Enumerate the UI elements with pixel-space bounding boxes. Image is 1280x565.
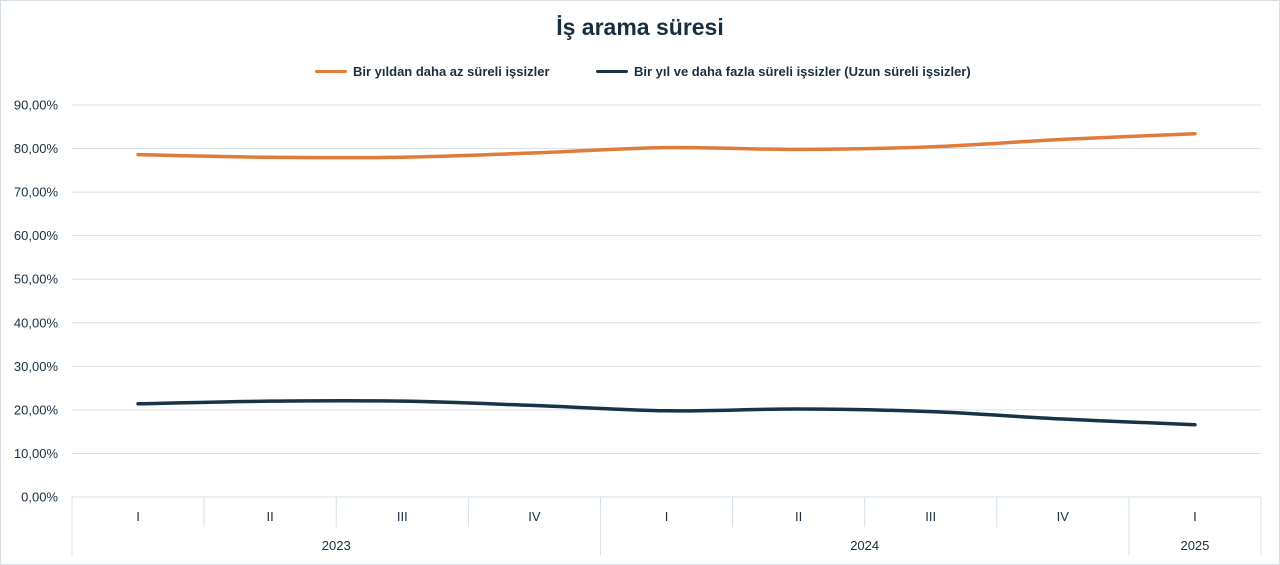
x-tick-label: III bbox=[925, 509, 936, 524]
data-point bbox=[268, 155, 272, 159]
y-tick-label: 20,00% bbox=[14, 402, 59, 417]
data-point bbox=[1061, 137, 1065, 141]
data-point bbox=[929, 145, 933, 149]
data-point bbox=[665, 409, 668, 413]
legend-item-short-term: Bir yıldan daha az süreli işsizler bbox=[315, 64, 550, 79]
x-group-label: 2023 bbox=[322, 538, 351, 553]
data-point bbox=[532, 404, 536, 408]
legend-swatch-short-term bbox=[315, 70, 347, 73]
data-point bbox=[1193, 423, 1197, 427]
x-tick-label: IV bbox=[1057, 509, 1070, 524]
y-tick-label: 50,00% bbox=[14, 272, 59, 287]
legend-swatch-long-term bbox=[596, 70, 628, 73]
data-point bbox=[1193, 132, 1197, 136]
legend: Bir yıldan daha az süreli işsizler Bir y… bbox=[0, 64, 1280, 84]
data-point bbox=[1061, 417, 1065, 421]
y-tick-label: 80,00% bbox=[14, 141, 59, 156]
x-tick-label: III bbox=[397, 509, 408, 524]
y-tick-label: 40,00% bbox=[14, 315, 59, 330]
data-point bbox=[136, 402, 140, 406]
data-point bbox=[136, 153, 140, 157]
data-point bbox=[400, 399, 404, 403]
y-tick-label: 60,00% bbox=[14, 228, 59, 243]
data-point bbox=[929, 410, 933, 414]
data-point bbox=[400, 155, 404, 159]
legend-label-short-term: Bir yıldan daha az süreli işsizler bbox=[353, 64, 550, 79]
series-line-short-term bbox=[136, 131, 1197, 160]
x-group-label: 2024 bbox=[850, 538, 879, 553]
y-tick-label: 30,00% bbox=[14, 359, 59, 374]
x-group-label: 2025 bbox=[1180, 538, 1209, 553]
x-tick-label: I bbox=[1193, 509, 1197, 524]
y-tick-label: 10,00% bbox=[14, 446, 59, 461]
legend-label-long-term: Bir yıl ve daha fazla süreli işsizler (U… bbox=[634, 64, 971, 79]
x-tick-label: II bbox=[267, 509, 274, 524]
series-line-long-term bbox=[136, 398, 1197, 427]
data-point bbox=[797, 407, 801, 411]
chart-title: İş arama süresi bbox=[556, 14, 724, 40]
x-tick-label: II bbox=[795, 509, 802, 524]
y-tick-label: 70,00% bbox=[14, 185, 59, 200]
legend-item-long-term: Bir yıl ve daha fazla süreli işsizler (U… bbox=[596, 64, 971, 79]
x-tick-label: I bbox=[136, 509, 140, 524]
x-tick-label: IV bbox=[528, 509, 541, 524]
data-point bbox=[268, 399, 272, 403]
data-point bbox=[532, 151, 536, 155]
y-tick-label: 0,00% bbox=[21, 490, 58, 505]
data-point bbox=[665, 146, 668, 150]
x-tick-label: I bbox=[665, 509, 669, 524]
y-tick-label: 90,00% bbox=[14, 98, 59, 113]
data-point bbox=[797, 147, 801, 151]
